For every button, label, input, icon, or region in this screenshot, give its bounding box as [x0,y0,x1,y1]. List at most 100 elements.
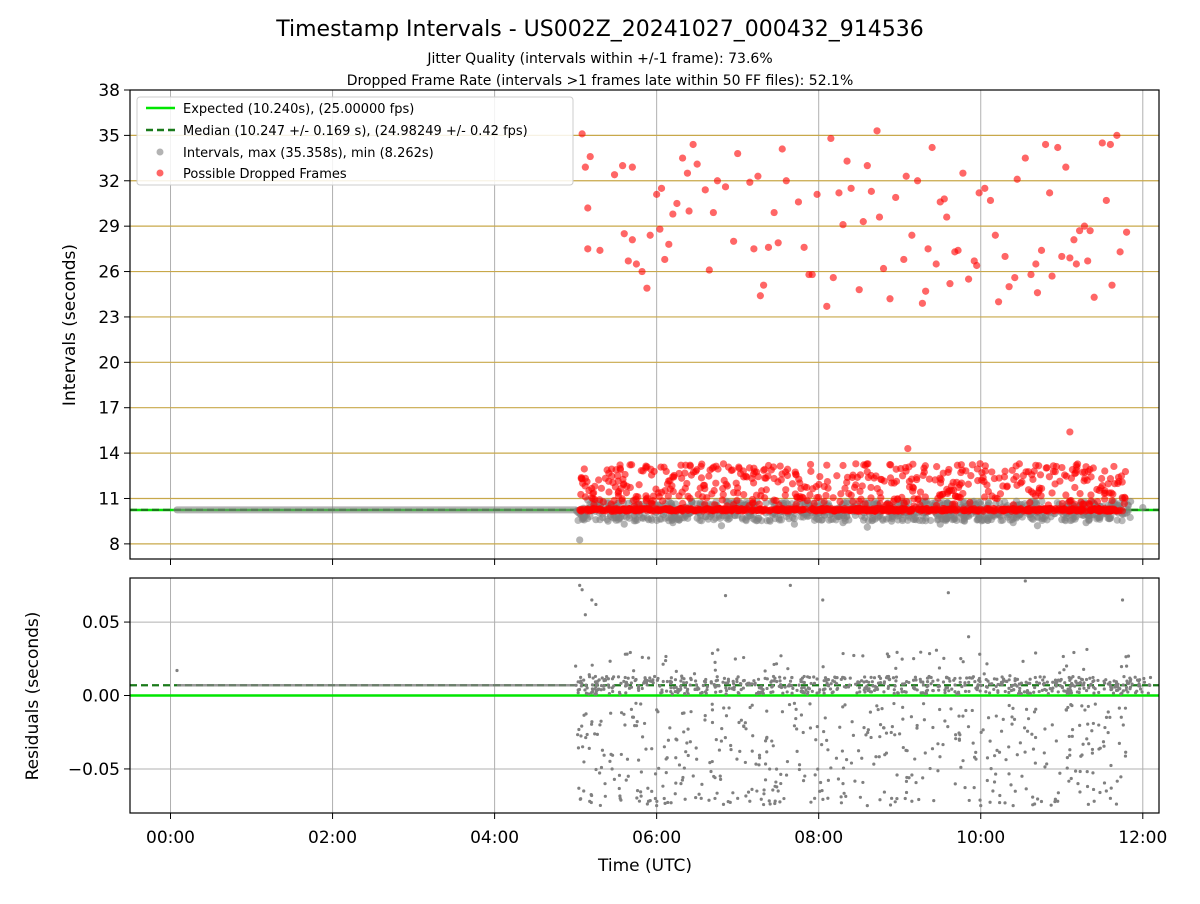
residual-point [686,690,689,693]
dropped-frame-point [677,462,684,469]
dropped-frame-point [750,245,757,252]
dropped-frame-point [807,461,814,468]
dropped-frame-point [976,460,983,467]
residual-point [1016,753,1019,756]
residual-point [641,735,644,738]
dropped-frame-point [848,185,855,192]
residual-point [632,669,635,672]
residual-point [1115,682,1118,685]
residual-point [762,803,765,806]
residual-point [1120,716,1123,719]
residual-point [1026,689,1029,692]
residual-point [786,760,789,763]
residual-point [594,675,597,678]
dropped-frame-point [638,467,645,474]
residual-point [917,798,920,801]
residual-point [1014,679,1017,682]
residual-point [643,722,646,725]
residual-point [795,689,798,692]
residual-point [689,740,692,743]
residual-point [989,740,992,743]
bottom-y-axis: −0.050.000.05 [68,613,130,780]
residual-point [1129,678,1132,681]
residual-point [586,733,589,736]
residual-point [735,758,738,761]
residual-point [1082,668,1085,671]
residual-point [707,799,710,802]
residual-point [959,677,962,680]
residual-point [1021,660,1024,663]
residual-point [1118,706,1121,709]
residual-point [958,739,961,742]
dropped-frame-point [643,497,650,504]
residual-point [801,680,804,683]
dropped-frame-point [764,472,771,479]
x-tick-label: 06:00 [632,828,681,848]
residual-point [1131,683,1134,686]
residual-point [986,779,989,782]
residual-point [978,653,981,656]
residual-point [865,680,868,683]
residual-point [793,724,796,727]
residual-point [875,686,878,689]
residual-point [689,710,692,713]
residual-point [1013,683,1016,686]
dropped-frame-point [584,204,591,211]
residual-point [1091,752,1094,755]
residual-point [894,667,897,670]
residual-point [793,702,796,705]
dropped-frame-point [1081,223,1088,230]
residual-point [1051,723,1054,726]
residual-point [604,795,607,798]
residual-point [779,773,782,776]
dropped-frame-point [1071,484,1078,491]
residual-point [987,716,990,719]
top-y-tick-label: 11 [98,489,120,509]
residual-point [1065,664,1068,667]
residual-point [820,789,823,792]
residual-point [910,800,913,803]
residual-point [680,675,683,678]
dropped-frame-point [782,492,789,499]
dropped-frame-point [946,280,953,287]
residual-point [983,672,986,675]
interval-point [782,499,789,506]
dropped-frame-point [1046,473,1053,480]
residual-point [759,691,762,694]
residual-point [731,791,734,794]
residual-point [1057,791,1060,794]
residual-point [998,801,1001,804]
residual-point [1042,683,1045,686]
residual-point [1119,775,1122,778]
residual-point [998,794,1001,797]
dropped-frame-point [933,260,940,267]
residual-point [624,676,627,679]
residual-point [1121,598,1124,601]
residual-point [579,797,582,800]
residual-point [1085,678,1088,681]
residual-point [1056,800,1059,803]
dropped-frame-point [698,474,705,481]
residual-point [744,721,747,724]
residual-point [1143,681,1146,684]
residual-point [1093,800,1096,803]
dropped-frame-point [605,470,612,477]
residual-point [790,676,793,679]
residual-point [1087,705,1090,708]
residual-point [703,718,706,721]
dropped-frame-point [933,502,940,509]
residual-point [739,682,742,685]
residual-point [598,771,601,774]
residual-point [1046,681,1049,684]
dropped-frame-point [856,286,863,293]
interval-point [710,516,717,523]
residual-point [826,797,829,800]
residual-point [1080,704,1083,707]
residual-point [829,687,832,690]
residual-point [1086,723,1089,726]
residual-point [830,682,833,685]
residual-point [604,679,607,682]
residual-point [1025,708,1028,711]
